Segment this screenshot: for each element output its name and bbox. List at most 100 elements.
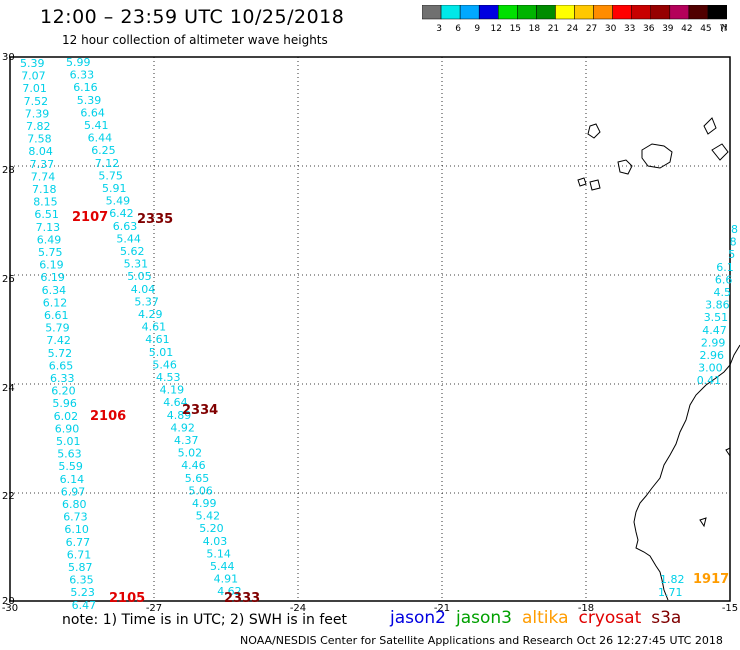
swh-value: 4.64 — [163, 396, 188, 409]
swh-value: 5.65 — [185, 472, 210, 485]
swh-value: 5.63 — [57, 448, 81, 461]
swh-value: 7.18 — [32, 183, 57, 196]
swh-value: 0.41 — [697, 374, 722, 387]
swh-value: 4.29 — [138, 308, 163, 321]
swh-value: 4.92 — [170, 421, 195, 434]
swh-value: 6.19 — [39, 259, 64, 272]
swh-value: 7.58 — [27, 133, 52, 146]
swh-value: 5.05 — [127, 270, 152, 283]
island-hierro — [577, 177, 587, 187]
swh-value: 2.99 — [701, 336, 726, 349]
satellite-jason3: jason3 — [456, 608, 512, 628]
lat-label: 20 — [2, 596, 15, 607]
swh-value: 5.87 — [68, 561, 93, 574]
legend-label: 3 — [436, 24, 442, 34]
swh-value: 5.96 — [52, 397, 77, 410]
lon-label: -15 — [722, 603, 738, 614]
legend-label: 33 — [624, 24, 635, 34]
legend-label: 42 — [681, 24, 692, 34]
swh-value: 3.86 — [705, 299, 730, 312]
legend-label: 30 — [605, 24, 617, 34]
swh-value: 6.6 — [715, 273, 733, 286]
swh-value: 8.15 — [33, 196, 58, 209]
swh-value: 6.14 — [60, 473, 85, 486]
legend-label: 15 — [510, 24, 521, 34]
swh-value: 5.01 — [149, 346, 174, 359]
map-grid — [9, 56, 731, 602]
footnote: note: 1) Time is in UTC; 2) SWH is in fe… — [62, 612, 348, 628]
legend-label: 9 — [474, 24, 480, 34]
lon-label: -24 — [290, 603, 306, 614]
swh-value: 5.14 — [206, 547, 231, 560]
swh-value: 4.04 — [131, 283, 156, 296]
swh-value: 4.61 — [142, 321, 167, 334]
legend-label: 6 — [455, 24, 461, 34]
swh-value: 3.51 — [704, 311, 729, 324]
page-title: 12:00 – 23:59 UTC 10/25/2018 — [40, 6, 345, 28]
swh-value: 7.13 — [36, 221, 61, 234]
island-fuerteventura — [711, 143, 729, 161]
swh-value: 6.20 — [51, 385, 75, 398]
swh-value: 5.20 — [199, 522, 224, 535]
swh-value: 6.35 — [69, 574, 94, 587]
pass-time-label: 2106 — [90, 409, 126, 424]
swh-value: 5.91 — [102, 182, 127, 195]
coastline — [577, 117, 740, 601]
pass-time-label: 2105 — [109, 591, 145, 606]
pass-time-label: 2335 — [137, 212, 173, 227]
legend-label: 18 — [529, 24, 541, 34]
african-coastline — [633, 344, 740, 601]
swh-value: 7.52 — [24, 95, 48, 108]
swh-value: 4.37 — [174, 434, 199, 447]
legend-label: 12 — [491, 24, 502, 34]
legend-label: 39 — [662, 24, 674, 34]
swh-value: 4.46 — [181, 459, 206, 472]
legend-label: 36 — [643, 24, 655, 34]
island-tenerife — [617, 159, 633, 175]
swh-value: 6.1 — [716, 261, 734, 274]
swh-value: 7.39 — [25, 107, 50, 120]
swh-value: 5.02 — [178, 447, 203, 460]
pass-time-label: 1917 — [693, 572, 729, 587]
swh-value: 5.46 — [152, 358, 177, 371]
swh-value: 7.01 — [22, 82, 47, 95]
lat-label: 28 — [2, 165, 15, 176]
pass-time-label: 2333 — [224, 591, 260, 606]
legend-label: 27 — [586, 24, 597, 34]
swh-value: 5 — [728, 248, 735, 261]
swh-value: 7.07 — [21, 70, 46, 83]
swh-value: 5.41 — [84, 119, 109, 132]
swh-value: 5.39 — [77, 94, 102, 107]
map-frame — [9, 56, 731, 602]
swh-value: 6.34 — [42, 284, 67, 297]
swh-value: 5.37 — [134, 295, 159, 308]
swh-value: 6.47 — [72, 599, 97, 612]
swh-value: 7.74 — [31, 170, 56, 183]
lat-label: 24 — [2, 383, 15, 394]
credit-line: NOAA/NESDIS Center for Satellite Applica… — [240, 634, 723, 647]
swh-value: 3.00 — [698, 362, 723, 375]
axis-labels: -30 -27 -24 -21 -18 -15 30 28 26 24 22 20 — [2, 52, 738, 614]
lat-label: 26 — [2, 274, 15, 285]
swh-value: 4.89 — [167, 409, 192, 422]
color-legend: 36912151821242730333639424570(ft) — [422, 5, 727, 34]
swh-value: 5.59 — [58, 460, 83, 473]
swh-value: 6.44 — [88, 132, 113, 145]
swh-value: 4.99 — [192, 497, 217, 510]
swh-value: 6.63 — [113, 220, 138, 233]
swh-value: 6.42 — [109, 207, 134, 220]
island-la-palma — [587, 123, 601, 139]
lon-label: -30 — [2, 603, 18, 614]
swh-value: 6.12 — [43, 296, 68, 309]
swh-value: 5.06 — [188, 484, 213, 497]
swh-value: 5.44 — [116, 232, 140, 245]
lon-label: -21 — [434, 603, 450, 614]
swh-value: 5.79 — [45, 322, 69, 335]
swh-value: 6.73 — [63, 511, 87, 524]
swh-value: 5.62 — [120, 245, 145, 258]
swh-value: 5.99 — [66, 56, 91, 69]
island-lanzarote — [703, 117, 717, 135]
lat-label: 22 — [2, 491, 15, 502]
swh-value: 6.49 — [37, 233, 62, 246]
island-gomera — [589, 179, 601, 191]
